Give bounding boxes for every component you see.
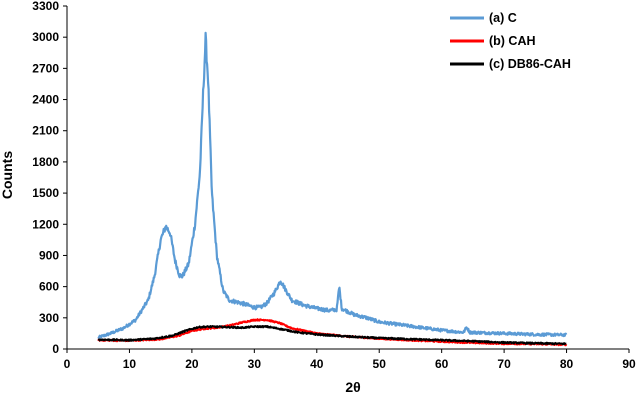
y-axis-title: Counts xyxy=(0,151,15,199)
x-tick-label: 0 xyxy=(64,357,71,371)
plot-series-layer xyxy=(97,31,568,347)
series-line-0 xyxy=(97,31,568,339)
x-tick-label: 80 xyxy=(560,357,574,371)
legend-label: (b) CAH xyxy=(489,34,536,48)
y-tick-label: 1500 xyxy=(32,186,59,200)
y-tick-label: 2700 xyxy=(32,61,59,75)
series-line-2 xyxy=(97,325,567,346)
y-tick-label: 1800 xyxy=(32,155,59,169)
x-tick-label: 40 xyxy=(310,357,324,371)
y-tick-label: 2400 xyxy=(32,93,59,107)
ticks-layer: 0300600900120015001800210024002700300033… xyxy=(32,0,636,371)
y-tick-label: 1200 xyxy=(32,217,59,231)
y-tick-label: 300 xyxy=(39,311,59,325)
legend: (a) C (b) CAH (c) DB86-CAH xyxy=(450,11,571,71)
y-tick-label: 0 xyxy=(52,342,59,356)
x-tick-label: 30 xyxy=(248,357,262,371)
legend-label: (c) DB86-CAH xyxy=(489,57,571,71)
y-tick-label: 3300 xyxy=(32,0,59,13)
axes-layer xyxy=(66,6,629,350)
y-tick-label: 900 xyxy=(39,248,59,262)
x-tick-label: 50 xyxy=(373,357,387,371)
x-tick-label: 10 xyxy=(123,357,137,371)
y-tick-label: 2100 xyxy=(32,124,59,138)
legend-label: (a) C xyxy=(489,11,517,25)
x-tick-label: 70 xyxy=(497,357,511,371)
x-tick-label: 90 xyxy=(622,357,636,371)
x-tick-label: 60 xyxy=(435,357,449,371)
x-tick-label: 20 xyxy=(185,357,199,371)
y-tick-label: 3000 xyxy=(32,30,59,44)
x-axis-title: 2θ xyxy=(345,379,360,395)
y-tick-label: 600 xyxy=(39,280,59,294)
